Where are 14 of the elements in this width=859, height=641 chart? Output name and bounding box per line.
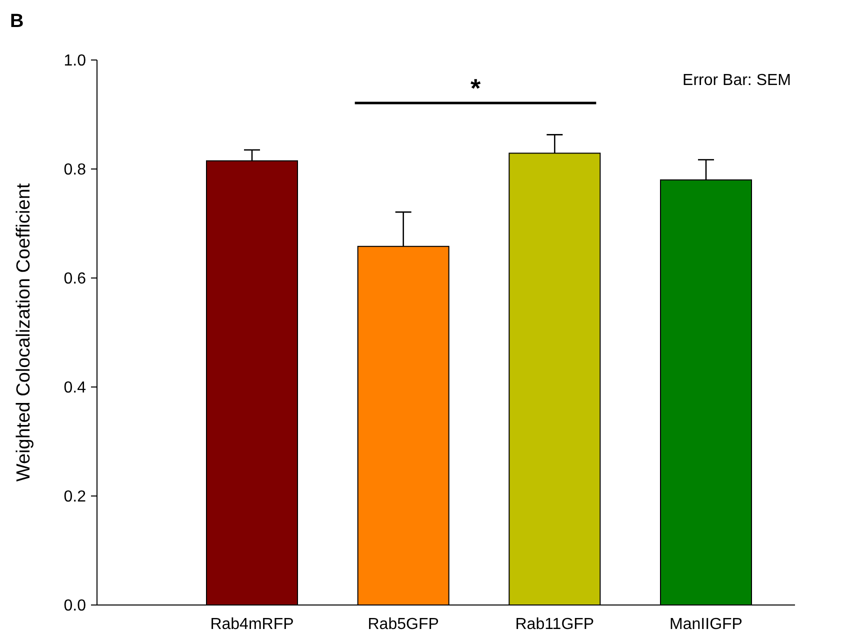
- y-tick-label: 0.0: [64, 598, 86, 615]
- annotation: Error Bar: SEM: [682, 72, 791, 89]
- y-tick-label: 0.6: [64, 270, 86, 288]
- x-tick-label: Rab11GFP: [515, 616, 594, 633]
- y-tick-label: 0.2: [64, 488, 86, 506]
- x-tick-label: Rab5GFP: [368, 616, 439, 633]
- y-tick-label: 1.0: [64, 52, 86, 70]
- text: B: [10, 11, 24, 32]
- x-tick-label: ManIIGFP: [670, 616, 742, 633]
- x-tick-label: Rab4mRFP: [210, 616, 294, 633]
- y-tick-label: 0.4: [64, 380, 86, 397]
- y-tick-label: 0.8: [64, 162, 86, 179]
- y-axis-title: Weighted Colocalization Coefficient: [14, 182, 35, 482]
- annotation: *: [470, 73, 482, 104]
